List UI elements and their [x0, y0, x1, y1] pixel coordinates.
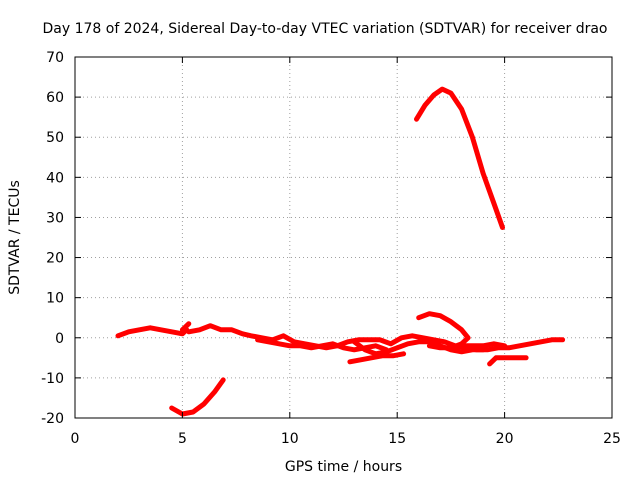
- y-tick-label: 70: [46, 50, 64, 66]
- y-tick-label: 20: [46, 251, 64, 267]
- series-segment-1: [115, 325, 190, 339]
- y-tick-label: 30: [46, 210, 64, 226]
- x-tick-label: 5: [178, 431, 187, 447]
- series-segment-8: [426, 341, 508, 351]
- x-tick-label: 15: [388, 431, 406, 447]
- series-segment-11: [414, 86, 505, 230]
- y-tick-label: 40: [46, 170, 64, 186]
- x-tick-label: 20: [496, 431, 514, 447]
- y-tick-label: 10: [46, 291, 64, 307]
- x-tick-label: 10: [281, 431, 299, 447]
- y-tick-label: 0: [55, 331, 64, 347]
- series-segment-9: [487, 355, 529, 367]
- series-segment-2: [179, 321, 192, 333]
- chart-title: Day 178 of 2024, Sidereal Day-to-day VTE…: [42, 21, 607, 37]
- series-segment-5: [347, 351, 407, 365]
- x-tick-label: 0: [71, 431, 80, 447]
- series-group: [115, 86, 566, 417]
- y-tick-label: 60: [46, 90, 64, 106]
- series-segment-7: [416, 311, 471, 351]
- series-segment-3: [186, 323, 566, 353]
- x-axis-label: GPS time / hours: [285, 459, 402, 475]
- series-segment-6: [351, 339, 486, 357]
- x-tick-label: 25: [603, 431, 621, 447]
- plot-frame: [74, 56, 613, 419]
- y-tick-label: 50: [46, 130, 64, 146]
- y-tick-label: -10: [41, 371, 64, 387]
- ticks: -20 -10 0 10 20 30 40 50 60 70 0 5 10 15 20 25: [41, 50, 621, 447]
- y-tick-label: -20: [41, 411, 64, 427]
- y-axis-label: SDTVAR / TECUs: [7, 180, 23, 295]
- grid: [75, 57, 612, 418]
- series-segment-10: [169, 377, 226, 417]
